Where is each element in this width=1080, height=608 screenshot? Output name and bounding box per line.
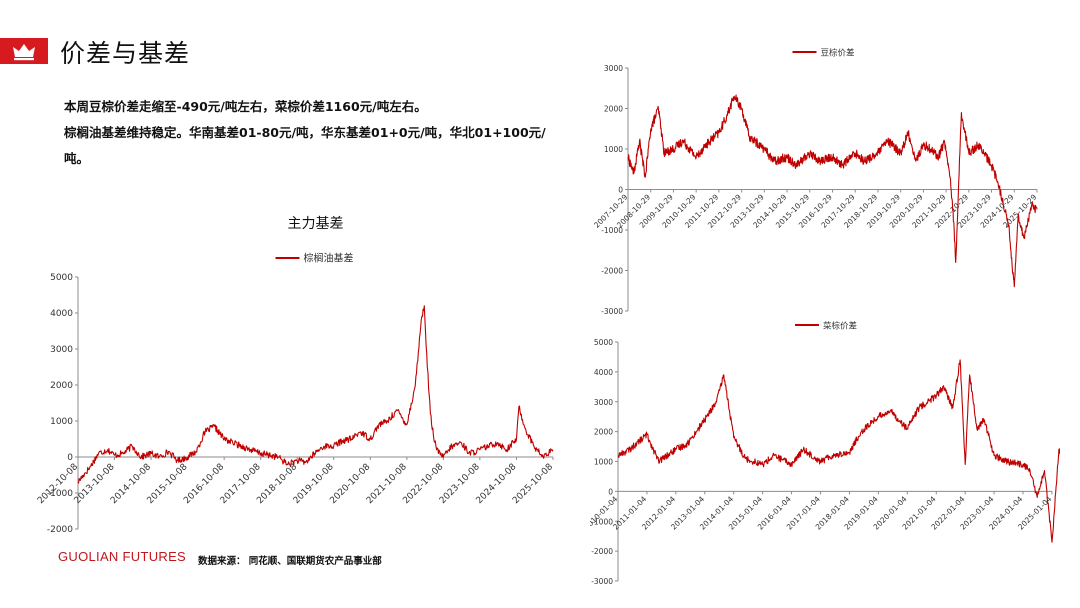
y-tick-label: -2000 [601, 267, 623, 276]
y-tick-label: 0 [67, 453, 73, 463]
y-tick-label: 1000 [594, 458, 613, 467]
crown-icon [13, 44, 35, 61]
y-tick-label: 3000 [594, 398, 613, 407]
brand-logo-text: GUOLIAN FUTURES [58, 549, 187, 564]
y-tick-label: 3000 [604, 64, 623, 73]
y-tick-label: 4000 [50, 309, 73, 319]
y-tick-label: 2000 [604, 105, 623, 114]
series-line [617, 359, 1060, 543]
y-tick-label: 5000 [594, 338, 613, 347]
title-accent-bar [0, 38, 48, 64]
y-tick-label: 5000 [50, 273, 73, 283]
y-tick-label: 1000 [50, 417, 73, 427]
data-source-note: 数据来源： 同花顺、国联期货农产品事业部 [198, 556, 382, 567]
y-tick-label: -1000 [601, 226, 623, 235]
legend-label: 菜棕价差 [823, 321, 857, 332]
y-tick-label: -1000 [591, 517, 613, 526]
y-tick-label: -3000 [601, 307, 623, 316]
summary-text: 本周豆棕价差走缩至-490元/吨左右，菜棕价差1160元/吨左右。 棕榈油基差维… [64, 94, 564, 172]
page-title: 价差与基差 [60, 39, 191, 68]
main-basis-chart: 主力基差-2000-10000100020003000400050002012-… [36, 215, 555, 535]
y-tick-label: 3000 [50, 345, 73, 355]
y-tick-label: -3000 [591, 577, 613, 586]
summary-line-2: 棕榈油基差维持稳定。华南基差01-80元/吨，华东基差01+0元/吨，华北01+… [64, 125, 546, 166]
rape-palm-spread-chart: -3000-2000-10000100020003000400050002010… [590, 321, 1060, 586]
soy-palm-spread-chart: -3000-2000-100001000200030002007-10-2920… [592, 48, 1038, 317]
y-tick-label: 2000 [50, 381, 73, 391]
y-tick-label: -1000 [47, 489, 73, 499]
y-tick-label: -2000 [591, 547, 613, 556]
y-tick-label: 2000 [594, 428, 613, 437]
chart-title: 主力基差 [288, 215, 344, 232]
series-line [77, 305, 554, 484]
legend-label: 豆棕价差 [821, 48, 855, 59]
y-tick-label: 0 [608, 487, 613, 496]
series-line [627, 94, 1038, 288]
y-tick-label: 1000 [604, 145, 623, 154]
legend-label: 棕榈油基差 [304, 252, 354, 265]
y-tick-label: 0 [618, 186, 623, 195]
y-tick-label: 4000 [594, 368, 613, 377]
summary-line-1: 本周豆棕价差走缩至-490元/吨左右，菜棕价差1160元/吨左右。 [64, 99, 427, 114]
y-tick-label: -2000 [47, 525, 73, 535]
